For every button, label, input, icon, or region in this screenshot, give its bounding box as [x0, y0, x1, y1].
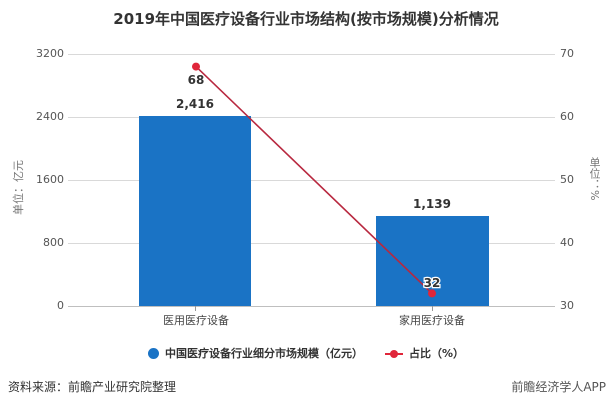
y-tick-right: 60	[560, 110, 574, 123]
bar-label: 2,416	[176, 97, 214, 111]
legend-line-marker-icon	[384, 348, 403, 359]
legend-item-share[interactable]: 占比（%）	[384, 345, 465, 361]
chart-title: 2019年中国医疗设备行业市场结构(按市场规模)分析情况	[113, 10, 499, 28]
legend-dot-icon	[147, 347, 159, 359]
y-tick-right: 50	[560, 173, 574, 186]
y-tick-right: 30	[560, 299, 574, 312]
y-tick-left: 1600	[36, 173, 64, 186]
legend: 中国医疗设备行业细分市场规模（亿元） 占比（%）	[0, 345, 612, 361]
x-category: 家用医疗设备	[399, 314, 465, 327]
y-tick-left: 3200	[36, 47, 64, 60]
line-label: 32	[424, 276, 441, 290]
y-tick-left: 2400	[36, 110, 64, 123]
bar-label: 1,139	[413, 197, 451, 211]
legend-label: 占比（%）	[408, 347, 465, 360]
y-tick-right: 70	[560, 47, 574, 60]
y-tick-right: 40	[560, 236, 574, 249]
y-axis-label-right: 单位：%	[588, 157, 601, 201]
y-tick-left: 0	[57, 299, 64, 312]
x-category: 医用医疗设备	[163, 314, 229, 327]
source-note: 资料来源：前瞻产业研究院整理	[8, 380, 177, 394]
legend-label: 中国医疗设备行业细分市场规模（亿元）	[164, 347, 363, 360]
line-point	[428, 289, 436, 298]
bar-medical-equipment	[139, 116, 251, 306]
line-point	[192, 62, 200, 71]
legend-item-market-size[interactable]: 中国医疗设备行业细分市场规模（亿元）	[147, 345, 363, 361]
line-label: 68	[188, 73, 205, 87]
brand-watermark: 前瞻经济学人APP	[511, 380, 606, 394]
y-tick-left: 800	[43, 236, 64, 249]
